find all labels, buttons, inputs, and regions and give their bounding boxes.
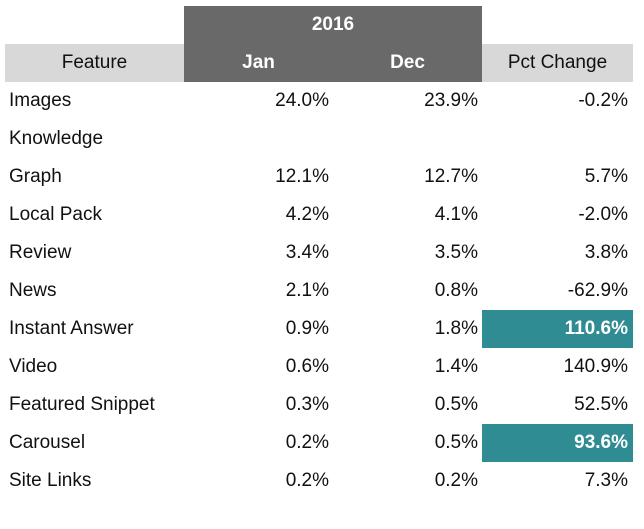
year-group-header: 2016 [184,6,482,44]
table-row: Site Links 0.2% 0.2% 7.3% [5,462,633,500]
table-row: Knowledge Graph 12.1% 12.7% 5.7% [5,120,633,196]
table-row: Carousel 0.2% 0.5% 93.6% [5,424,633,462]
column-header-row: Feature Jan Dec Pct Change [5,44,633,82]
jan-value-cell: 12.1% [275,166,329,187]
jan-value-cell: 0.2% [285,470,329,491]
feature-cell: Featured Snippet [9,394,155,415]
pct-change-cell: 3.8% [584,242,628,263]
dec-value-cell: 3.5% [434,242,478,263]
pct-change-cell: 140.9% [563,356,628,377]
column-header-pct-change: Pct Change [482,44,633,82]
dec-value-cell: 12.7% [424,166,478,187]
table-row: Review 3.4% 3.5% 3.8% [5,234,633,272]
jan-value-cell: 0.6% [285,356,329,377]
jan-value-cell: 0.2% [285,432,329,453]
jan-value-cell: 0.9% [285,318,329,339]
feature-cell: Local Pack [9,204,102,225]
pct-change-cell: 7.3% [584,470,628,491]
pct-change-cell-highlighted: 93.6% [482,424,633,462]
pct-change-cell: -0.2% [578,90,628,111]
feature-cell: Knowledge [9,128,104,149]
feature-cell: News [9,280,57,301]
feature-cell: Review [9,242,72,263]
feature-cell: Carousel [9,432,86,453]
pct-change-cell: 5.7% [584,166,628,187]
dec-value-cell: 0.8% [434,280,478,301]
feature-cell: Images [9,90,72,111]
jan-value-cell: 3.4% [285,242,329,263]
dec-value-cell: 1.8% [434,318,478,339]
dec-value-cell: 0.5% [434,432,478,453]
dec-value-cell: 4.1% [434,204,478,225]
table-row: Instant Answer 0.9% 1.8% 110.6% [5,310,633,348]
dec-value-cell: 0.5% [434,394,478,415]
dec-value-cell: 1.4% [434,356,478,377]
jan-value-cell: 4.2% [285,204,329,225]
table-row: Images 24.0% 23.9% -0.2% [5,82,633,120]
feature-cell: Graph [9,166,62,187]
pct-change-cell-highlighted: 110.6% [482,310,633,348]
table-row: Local Pack 4.2% 4.1% -2.0% [5,196,633,234]
pct-change-cell: -2.0% [578,204,628,225]
table-row: Featured Snippet 0.3% 0.5% 52.5% [5,386,633,424]
column-header-dec: Dec [333,44,482,82]
column-header-jan: Jan [184,44,333,82]
pct-change-cell: -62.9% [567,280,628,301]
jan-value-cell: 2.1% [285,280,329,301]
dec-value-cell: 0.2% [434,470,478,491]
jan-value-cell: 0.3% [285,394,329,415]
column-header-feature: Feature [5,44,184,82]
table-row: News 2.1% 0.8% -62.9% [5,272,633,310]
table-row: Video 0.6% 1.4% 140.9% [5,348,633,386]
feature-cell: Video [9,356,58,377]
jan-value-cell: 24.0% [275,90,329,111]
feature-cell: Site Links [9,470,92,491]
feature-cell: Instant Answer [9,318,134,339]
dec-value-cell: 23.9% [424,90,478,111]
pct-change-cell: 52.5% [574,394,628,415]
